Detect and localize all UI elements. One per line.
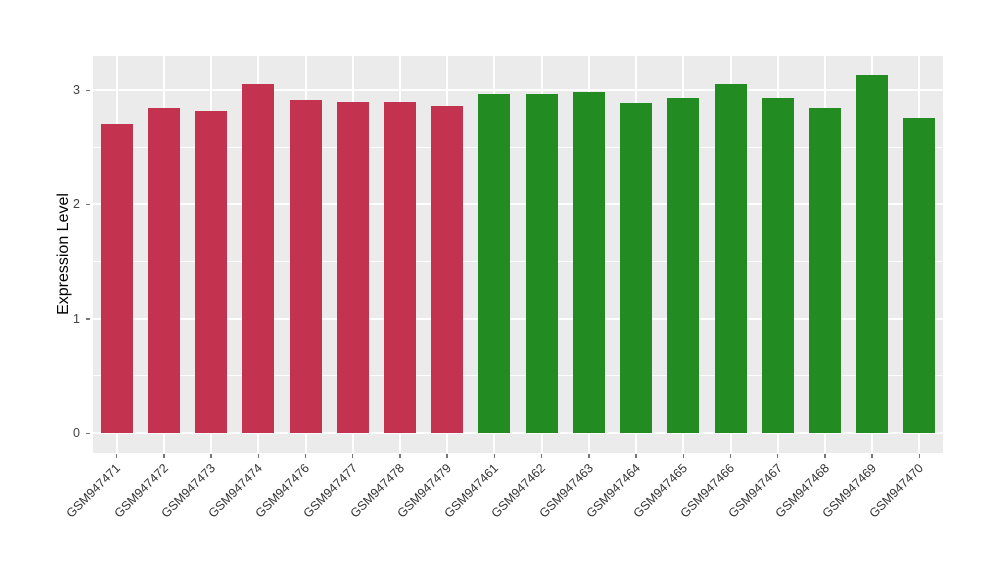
minor-gridline-horizontal [93, 375, 943, 377]
x-tick-mark [304, 454, 307, 458]
bar [572, 92, 605, 433]
bar [383, 101, 416, 433]
x-tick-mark [399, 454, 401, 458]
y-tick-mark [86, 318, 90, 320]
major-gridline-horizontal [93, 432, 943, 434]
x-tick-mark [871, 454, 873, 458]
bar [903, 117, 936, 433]
y-tick-label: 0 [73, 426, 80, 440]
bar [289, 100, 322, 433]
major-gridline-horizontal [93, 317, 943, 320]
x-tick-mark [210, 454, 212, 458]
x-tick-mark [540, 454, 543, 458]
major-gridline-horizontal [93, 203, 943, 206]
bar [336, 101, 369, 433]
bar [714, 84, 747, 433]
x-tick-mark [729, 454, 732, 458]
bar [147, 108, 180, 433]
x-tick-mark [493, 454, 496, 458]
bar [195, 110, 228, 433]
y-tick-label: 3 [73, 83, 80, 98]
x-tick-mark [635, 454, 637, 458]
bar [856, 75, 889, 433]
minor-gridline-horizontal [93, 261, 943, 263]
bar [242, 84, 275, 433]
bar [478, 93, 511, 433]
y-tick-label: 2 [73, 197, 80, 212]
y-tick-mark [86, 432, 90, 434]
bar [808, 108, 841, 433]
bar [525, 93, 558, 433]
minor-gridline-horizontal [93, 146, 943, 148]
bar [620, 102, 653, 433]
bar [431, 106, 464, 433]
plot-panel [93, 56, 943, 453]
x-tick-mark [351, 454, 354, 458]
bar [761, 98, 794, 433]
bar [667, 98, 700, 433]
x-tick-mark [257, 454, 260, 458]
x-tick-mark [163, 454, 165, 458]
y-tick-label: 1 [73, 311, 80, 326]
x-tick-mark [588, 454, 590, 458]
x-tick-mark [824, 454, 826, 458]
x-tick-mark [115, 454, 118, 458]
x-tick-mark [446, 454, 448, 458]
bar [100, 124, 133, 433]
major-gridline-horizontal [93, 89, 943, 92]
y-tick-mark [86, 203, 90, 206]
y-tick-mark [86, 89, 90, 92]
x-tick-mark [918, 454, 921, 458]
x-tick-mark [682, 454, 685, 458]
x-tick-mark [776, 454, 779, 458]
